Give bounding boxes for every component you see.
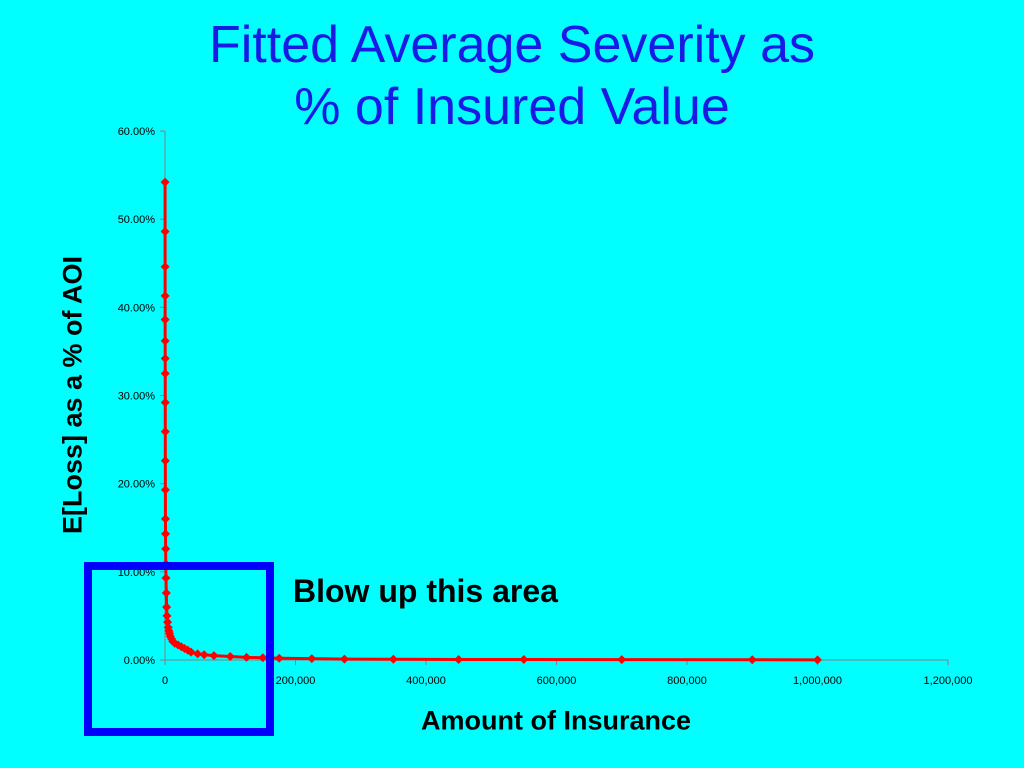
data-point xyxy=(160,262,170,272)
data-point xyxy=(454,654,464,664)
data-point xyxy=(160,514,170,524)
data-point xyxy=(519,655,529,665)
data-point xyxy=(160,427,170,437)
data-point xyxy=(160,336,170,346)
x-tick-label: 0 xyxy=(162,675,168,687)
data-point xyxy=(274,653,284,663)
x-tick-label: 600,000 xyxy=(537,675,577,687)
data-point xyxy=(339,654,349,664)
data-point xyxy=(388,654,398,664)
y-tick-label: 0.00% xyxy=(124,655,155,667)
data-point xyxy=(162,602,172,612)
data-point xyxy=(225,651,235,661)
data-point xyxy=(209,651,219,661)
blow-up-annotation: Blow up this area xyxy=(293,573,558,609)
chart-title-line-1: Fitted Average Severity as xyxy=(208,16,816,74)
data-point xyxy=(747,655,757,665)
data-point xyxy=(617,655,627,665)
data-point xyxy=(160,456,170,466)
data-point xyxy=(160,291,170,301)
data-point xyxy=(258,653,268,663)
chart-title: Fitted Average Severity as % of Insured … xyxy=(0,14,1024,138)
x-tick-label: 400,000 xyxy=(406,675,446,687)
data-point xyxy=(242,652,252,662)
data-point xyxy=(160,353,170,363)
data-point xyxy=(160,315,170,325)
data-point xyxy=(161,529,171,539)
chart-title-line-2: % of Insured Value xyxy=(294,78,730,136)
data-point xyxy=(162,611,172,621)
data-point xyxy=(813,655,822,665)
x-tick-label: 1,200,000 xyxy=(924,675,973,687)
data-point xyxy=(160,398,170,408)
data-point xyxy=(160,368,170,378)
data-point xyxy=(199,650,209,660)
data-point xyxy=(161,573,171,583)
data-point xyxy=(160,485,170,495)
y-axis-label: E[Loss] as a % of AOI xyxy=(57,255,88,535)
y-tick-label: 50.00% xyxy=(118,214,156,226)
x-tick-label: 800,000 xyxy=(667,675,707,687)
blow-up-region-box xyxy=(84,562,274,736)
y-tick-label: 30.00% xyxy=(118,391,156,403)
data-point xyxy=(193,649,203,659)
data-point xyxy=(307,654,317,664)
x-axis-label: Amount of Insurance xyxy=(420,705,692,736)
y-tick-label: 40.00% xyxy=(118,302,156,314)
data-point xyxy=(160,227,170,237)
y-tick-label: 60.00% xyxy=(118,126,156,138)
y-tick-label: 20.00% xyxy=(118,479,156,491)
x-tick-label: 1,000,000 xyxy=(793,675,842,687)
data-point xyxy=(160,177,170,187)
data-point xyxy=(161,588,171,598)
x-tick-label: 200,000 xyxy=(276,675,316,687)
data-point xyxy=(163,617,173,627)
data-point xyxy=(186,647,196,657)
data-point xyxy=(161,544,171,554)
